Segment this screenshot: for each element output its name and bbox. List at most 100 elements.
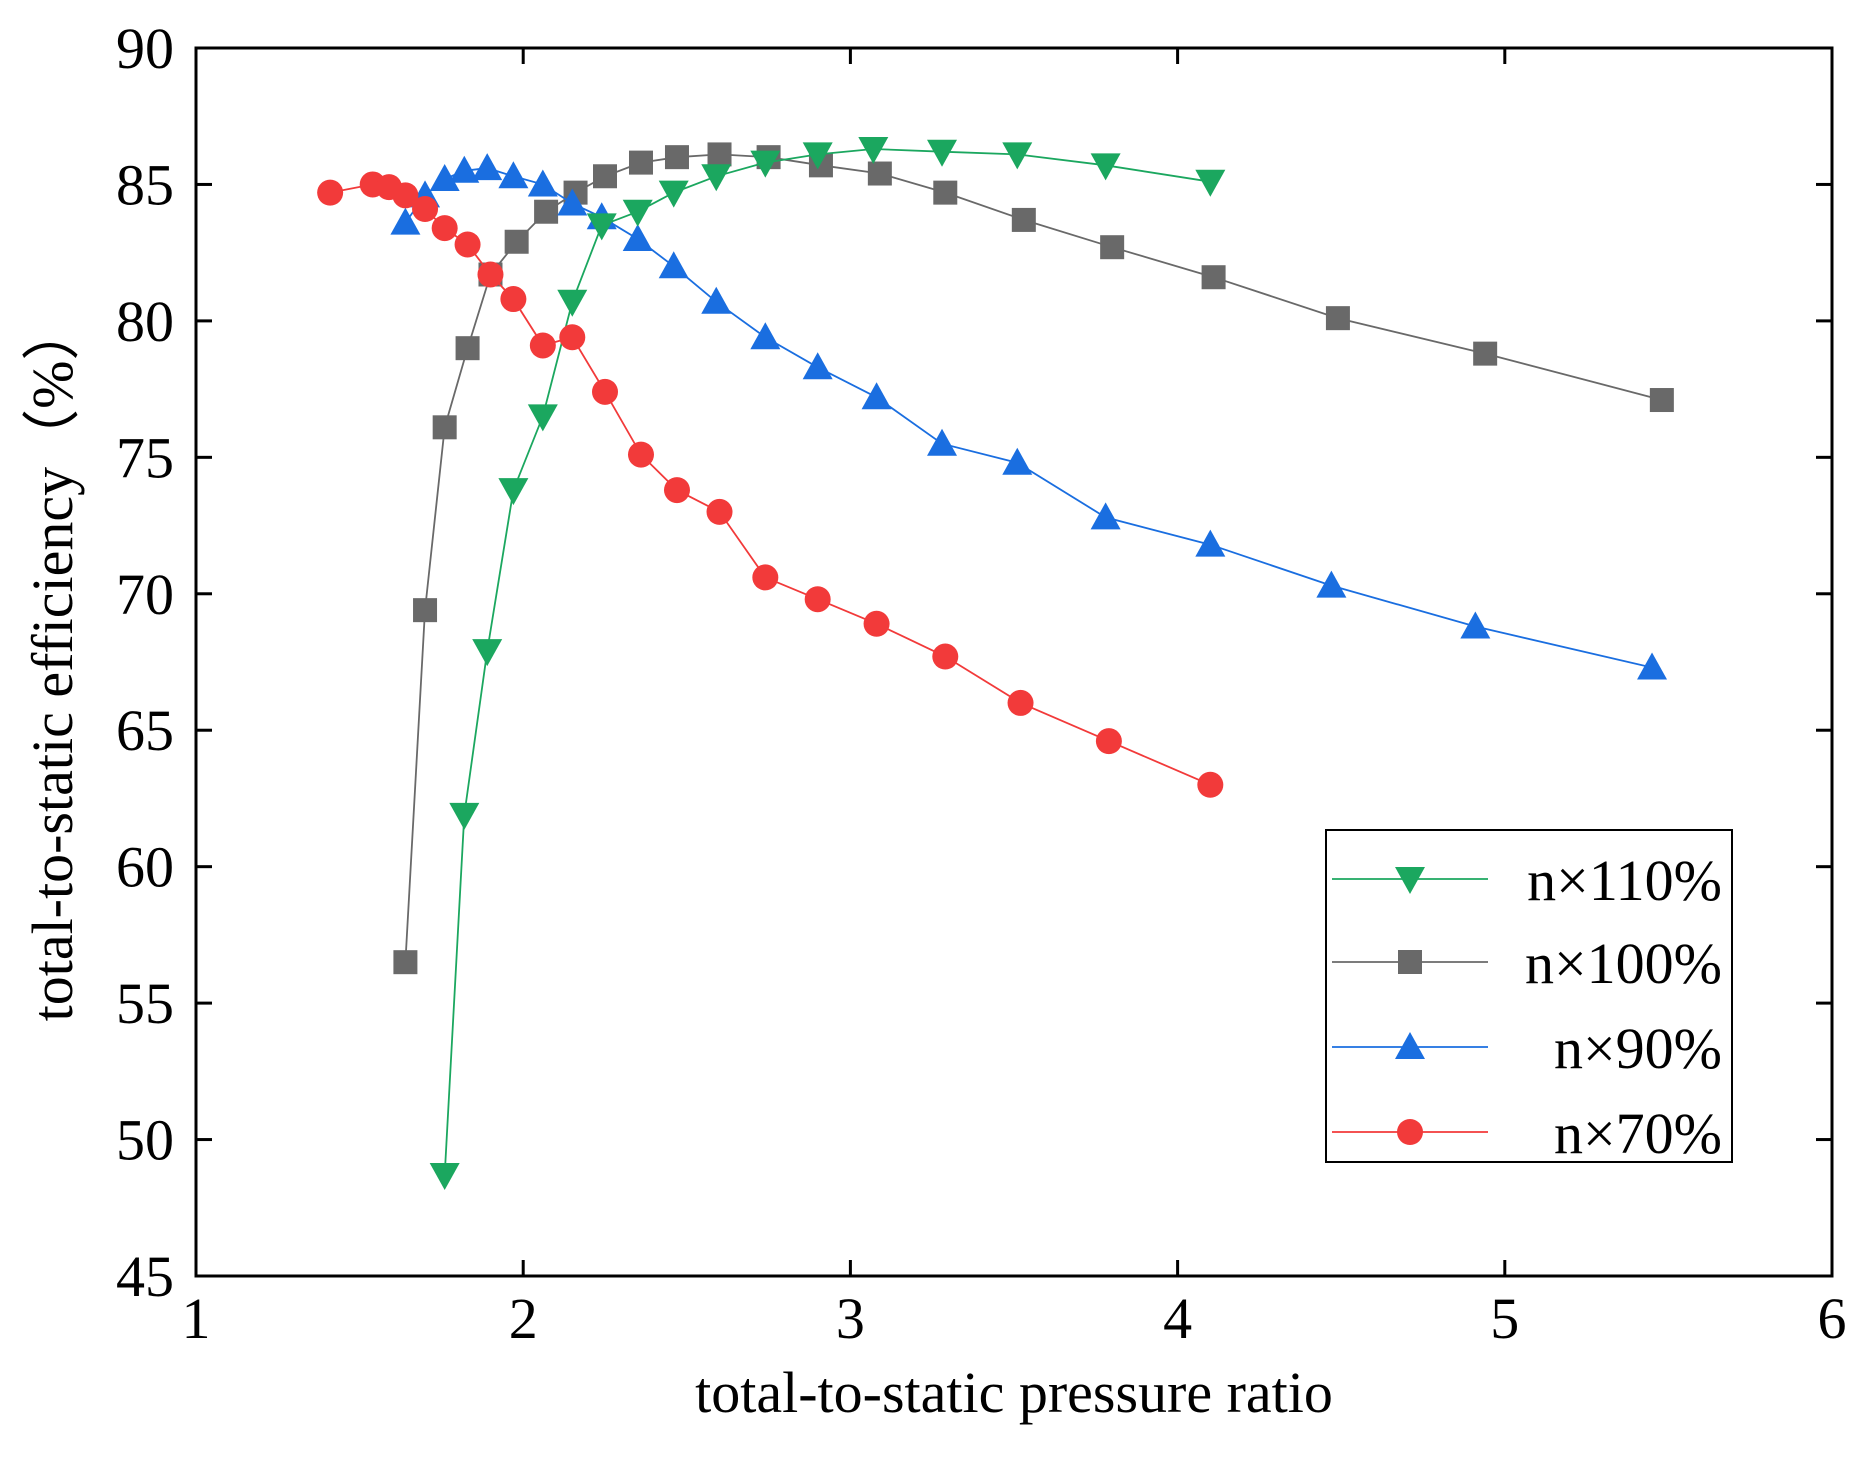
data-point: [701, 164, 732, 192]
data-point: [429, 163, 460, 191]
legend-label: n×90%: [1554, 1016, 1722, 1081]
data-point: [802, 142, 833, 170]
data-point: [390, 207, 421, 235]
series-layer: [317, 136, 1674, 1191]
data-point: [1095, 728, 1122, 755]
data-point: [527, 169, 558, 197]
legend-entry: n×70%: [1332, 1101, 1722, 1166]
legend-marker: [1395, 1032, 1425, 1059]
x-tick-label: 6: [1818, 1286, 1847, 1351]
data-point: [431, 215, 458, 242]
data-point: [559, 324, 586, 351]
x-tick-label: 1: [182, 1286, 211, 1351]
series-0: [429, 136, 1226, 1191]
data-point: [706, 498, 733, 525]
legend-marker: [1398, 950, 1422, 974]
x-tick-label: 2: [509, 1286, 538, 1351]
data-point: [412, 196, 439, 223]
data-point: [658, 180, 689, 208]
data-point: [1649, 388, 1674, 413]
data-point: [622, 224, 653, 252]
y-tick-label: 85: [116, 152, 174, 217]
data-point: [1473, 341, 1498, 366]
series-line: [443, 148, 1211, 1176]
data-point: [429, 1163, 460, 1191]
data-point: [534, 199, 559, 224]
data-point: [449, 802, 480, 830]
data-point: [863, 610, 890, 637]
data-point: [527, 404, 558, 432]
data-point: [393, 950, 418, 975]
data-point: [628, 150, 653, 175]
y-tick-label: 70: [116, 562, 174, 627]
data-point: [750, 150, 781, 178]
series-line: [330, 183, 1211, 786]
data-point: [1316, 570, 1347, 598]
y-tick-label: 45: [116, 1244, 174, 1309]
data-point: [750, 322, 781, 350]
y-tick-label: 75: [116, 425, 174, 490]
legend-marker: [1395, 867, 1425, 894]
data-point: [1460, 611, 1491, 639]
data-point: [432, 415, 457, 440]
data-point: [933, 180, 958, 205]
legend: n×110% n×100% n×90% n×70%: [1325, 829, 1733, 1166]
data-point: [1007, 689, 1034, 716]
data-point: [1195, 169, 1226, 197]
x-tick-label: 3: [836, 1286, 865, 1351]
data-point: [701, 286, 732, 314]
data-point: [1002, 447, 1033, 475]
data-point: [472, 639, 503, 667]
data-point: [664, 145, 689, 170]
series-line: [404, 153, 1663, 963]
data-point: [472, 153, 503, 181]
legend-entry: n×90%: [1332, 1016, 1722, 1081]
data-point: [498, 478, 529, 506]
y-tick-label: 60: [116, 835, 174, 900]
data-point: [1195, 529, 1226, 557]
data-point: [1011, 207, 1036, 232]
data-point: [802, 352, 833, 380]
data-point: [592, 378, 618, 405]
data-point: [1201, 265, 1226, 290]
data-point: [932, 643, 959, 670]
data-point: [867, 161, 892, 186]
series-2: [390, 153, 1668, 680]
legend-entry: n×110%: [1332, 848, 1722, 913]
data-point: [477, 261, 504, 288]
y-tick-label: 80: [116, 289, 174, 354]
data-point: [529, 332, 556, 359]
data-point: [658, 251, 689, 279]
data-point: [858, 136, 889, 164]
data-point: [627, 441, 654, 468]
series-3: [317, 171, 1224, 798]
data-point: [707, 142, 732, 167]
data-point: [1002, 142, 1033, 170]
data-point: [557, 188, 588, 216]
y-tick-label: 50: [116, 1108, 174, 1173]
y-tick-label: 90: [116, 16, 174, 81]
axis-ticks: [194, 46, 1834, 1278]
y-axis-title: total-to-static efficiency（%）: [20, 303, 85, 1022]
data-point: [1325, 306, 1350, 331]
y-tick-label: 65: [116, 698, 174, 763]
data-point: [392, 182, 419, 209]
series-line: [404, 167, 1653, 669]
legend-entry: n×100%: [1332, 931, 1722, 996]
data-point: [861, 382, 892, 410]
data-point: [454, 231, 481, 258]
data-point: [413, 598, 438, 623]
data-point: [804, 586, 831, 613]
data-point: [449, 155, 480, 183]
data-point: [1090, 502, 1121, 530]
data-point: [586, 213, 617, 241]
data-point: [1100, 235, 1125, 260]
y-tick-label: 55: [116, 971, 174, 1036]
data-point: [1197, 771, 1224, 798]
data-point: [927, 428, 958, 456]
legend-label: n×110%: [1527, 848, 1722, 913]
data-point: [317, 179, 344, 206]
legend-label: n×70%: [1554, 1101, 1722, 1166]
